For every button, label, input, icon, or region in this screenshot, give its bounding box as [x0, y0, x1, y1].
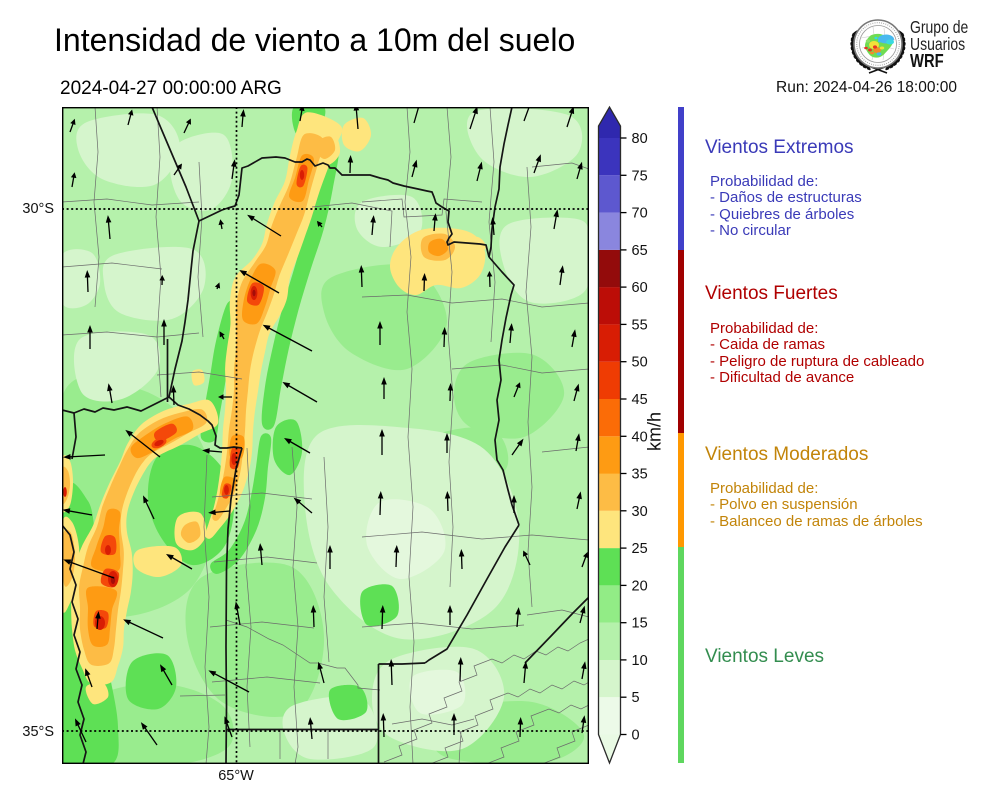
- svg-text:55: 55: [632, 317, 648, 333]
- svg-text:40: 40: [632, 429, 648, 445]
- svg-text:15: 15: [632, 616, 648, 632]
- svg-text:65: 65: [632, 243, 648, 259]
- svg-text:70: 70: [632, 206, 648, 222]
- svg-text:5: 5: [632, 690, 640, 706]
- svg-text:80: 80: [632, 131, 648, 147]
- svg-text:35: 35: [632, 467, 648, 483]
- svg-text:30: 30: [632, 504, 648, 520]
- svg-text:45: 45: [632, 392, 648, 408]
- svg-text:60: 60: [632, 280, 648, 296]
- svg-text:25: 25: [632, 541, 648, 557]
- svg-text:Grupo de: Grupo de: [910, 19, 968, 38]
- svg-text:10: 10: [632, 653, 648, 669]
- svg-text:WRF: WRF: [910, 50, 944, 71]
- svg-text:75: 75: [632, 168, 648, 184]
- svg-text:20: 20: [632, 578, 648, 594]
- svg-text:0: 0: [632, 728, 640, 744]
- svg-text:Usuarios: Usuarios: [910, 36, 965, 55]
- svg-text:50: 50: [632, 355, 648, 371]
